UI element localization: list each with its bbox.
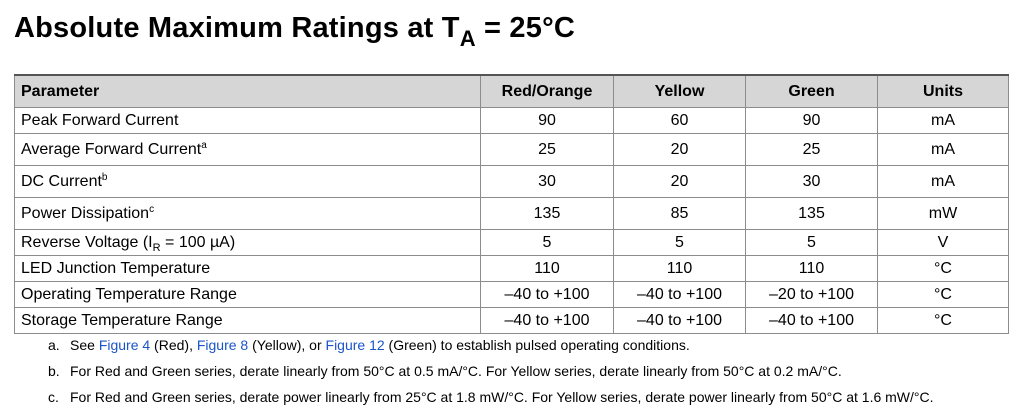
footnote-text: (Red),	[150, 337, 197, 353]
footnote-letter: a.	[48, 337, 60, 353]
header-parameter: Parameter	[14, 74, 481, 108]
table-header-row: Parameter Red/Orange Yellow Green Units	[14, 74, 1009, 108]
row-parameter-post: = 100 µA)	[160, 233, 236, 251]
row-parameter-text: Average Forward Current	[21, 140, 202, 158]
row-units: °C	[877, 255, 1009, 282]
table-row: Reverse Voltage (IR = 100 µA) 5 5 5 V	[14, 229, 1009, 256]
header-units: Units	[877, 74, 1009, 108]
footnote-c: c. For Red and Green series, derate power…	[48, 386, 934, 408]
footnote-ref-a: a	[201, 139, 207, 151]
ratings-table: Parameter Red/Orange Yellow Green Units …	[14, 74, 1009, 334]
footnote-letter: c.	[48, 389, 59, 405]
row-yellow: 85	[613, 197, 746, 230]
title-subscript: A	[459, 26, 476, 51]
row-red-orange: 25	[480, 133, 614, 166]
row-red-orange: –40 to +100	[480, 307, 614, 334]
row-parameter: DC Currentb	[14, 165, 481, 198]
row-green: 90	[745, 107, 878, 134]
footnote-a: a. See Figure 4 (Red), Figure 8 (Yellow),…	[48, 334, 934, 356]
row-units: V	[877, 229, 1009, 256]
table-row: LED Junction Temperature 110 110 110 °C	[14, 255, 1009, 282]
title-main: Absolute Maximum Ratings at T	[14, 12, 460, 44]
header-red-orange: Red/Orange	[480, 74, 614, 108]
row-green: –20 to +100	[745, 281, 878, 308]
figure-12-link[interactable]: Figure 12	[325, 337, 385, 353]
row-yellow: 5	[613, 229, 746, 256]
row-green: 25	[745, 133, 878, 166]
row-parameter: Average Forward Currenta	[14, 133, 481, 166]
row-units: °C	[877, 281, 1009, 308]
footnote-ref-b: b	[101, 171, 108, 183]
footnotes: a. See Figure 4 (Red), Figure 8 (Yellow),…	[48, 334, 934, 408]
footnote-ref-c: c	[149, 203, 155, 215]
row-yellow: 110	[613, 255, 746, 282]
row-parameter-text: Power Dissipation	[21, 204, 150, 222]
row-red-orange: 135	[480, 197, 614, 230]
row-green: 135	[745, 197, 878, 230]
table-row: Power Dissipationc 135 85 135 mW	[14, 197, 1009, 230]
row-units: °C	[877, 307, 1009, 334]
row-green: 30	[745, 165, 878, 198]
figure-8-link[interactable]: Figure 8	[196, 337, 249, 353]
header-yellow: Yellow	[613, 74, 746, 108]
row-parameter: Reverse Voltage (IR = 100 µA)	[14, 229, 481, 256]
row-red-orange: 5	[480, 229, 614, 256]
row-parameter: LED Junction Temperature	[14, 255, 481, 282]
footnote-b: b. For Red and Green series, derate linea…	[48, 360, 934, 382]
row-parameter: Power Dissipationc	[14, 197, 481, 230]
row-red-orange: –40 to +100	[480, 281, 614, 308]
footnote-letter: b.	[48, 363, 60, 379]
row-units: mW	[877, 197, 1009, 230]
table-row: Operating Temperature Range –40 to +100 …	[14, 281, 1009, 308]
table-row: Average Forward Currenta 25 20 25 mA	[14, 133, 1009, 166]
row-green: 5	[745, 229, 878, 256]
row-parameter-text: DC Current	[21, 172, 102, 190]
footnote-text: For Red and Green series, derate power l…	[70, 389, 934, 405]
row-yellow: 20	[613, 165, 746, 198]
row-units: mA	[877, 107, 1009, 134]
row-yellow: –40 to +100	[613, 281, 746, 308]
figure-4-link[interactable]: Figure 4	[98, 337, 151, 353]
row-units: mA	[877, 133, 1009, 166]
row-parameter: Storage Temperature Range	[14, 307, 481, 334]
header-green: Green	[745, 74, 878, 108]
row-parameter-subscript: R	[152, 241, 161, 254]
footnote-text: For Red and Green series, derate linearl…	[70, 363, 842, 379]
row-red-orange: 30	[480, 165, 614, 198]
row-green: 110	[745, 255, 878, 282]
row-parameter: Peak Forward Current	[14, 107, 481, 134]
table-row: Storage Temperature Range –40 to +100 –4…	[14, 307, 1009, 334]
table-row: DC Currentb 30 20 30 mA	[14, 165, 1009, 198]
row-yellow: 60	[613, 107, 746, 134]
page-title: Absolute Maximum Ratings at TA = 25°C	[14, 12, 575, 52]
row-green: –40 to +100	[745, 307, 878, 334]
row-red-orange: 110	[480, 255, 614, 282]
row-parameter: Operating Temperature Range	[14, 281, 481, 308]
row-units: mA	[877, 165, 1009, 198]
table-row: Peak Forward Current 90 60 90 mA	[14, 107, 1009, 134]
footnote-text: (Yellow), or	[248, 337, 326, 353]
row-yellow: –40 to +100	[613, 307, 746, 334]
footnote-text: See	[70, 337, 99, 353]
row-yellow: 20	[613, 133, 746, 166]
row-parameter-pre: Reverse Voltage (I	[21, 233, 153, 251]
footnote-text: (Green) to establish pulsed operating co…	[384, 337, 690, 353]
row-red-orange: 90	[480, 107, 614, 134]
title-tail: = 25°C	[475, 12, 576, 44]
